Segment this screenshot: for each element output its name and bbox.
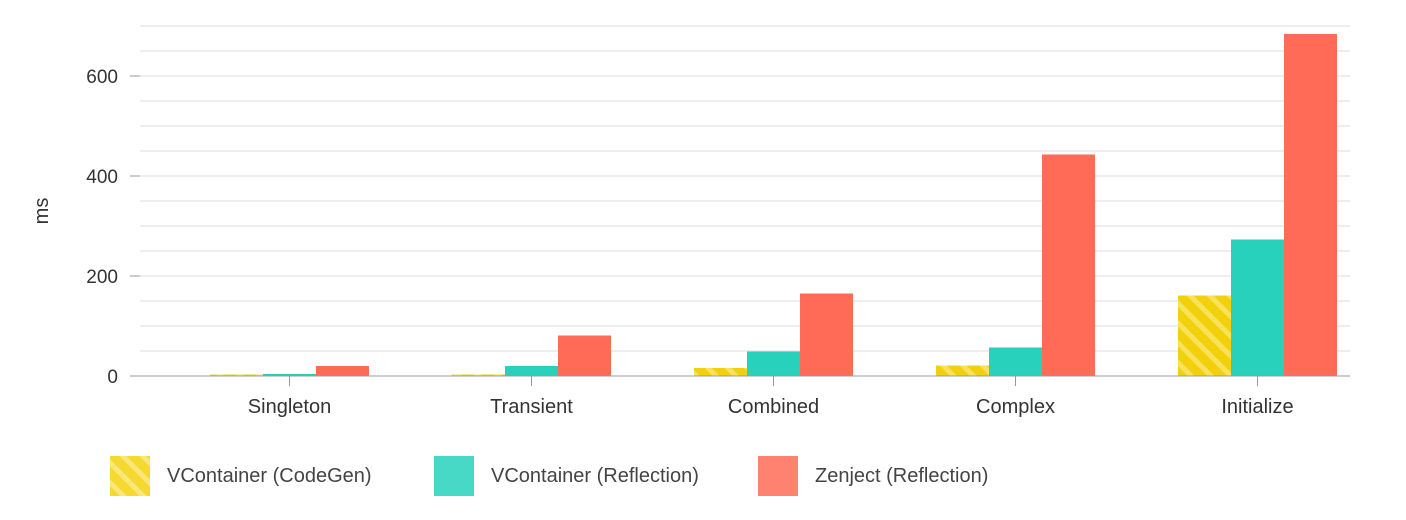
bar-transient-0 bbox=[452, 374, 505, 376]
x-tick-label: Combined bbox=[728, 396, 819, 418]
bar-combined-2 bbox=[800, 293, 853, 376]
y-axis-title: ms bbox=[31, 198, 53, 225]
bar-transient-1 bbox=[505, 366, 558, 376]
bar-complex-0 bbox=[936, 365, 989, 376]
bar-complex-2 bbox=[1042, 154, 1095, 376]
y-tick-label: 0 bbox=[107, 367, 118, 388]
y-tick-label: 600 bbox=[86, 67, 118, 88]
x-tick-label: Complex bbox=[976, 396, 1055, 418]
axes: 0 200 400 600 Singleton Transient Combined Comp… bbox=[86, 67, 1350, 418]
bar-combined-0 bbox=[694, 368, 747, 376]
bar-initialize-2 bbox=[1284, 34, 1337, 376]
legend-label: Zenject (Reflection) bbox=[815, 465, 988, 487]
legend-swatch bbox=[434, 456, 474, 496]
legend-swatch bbox=[110, 456, 150, 496]
x-tick-label: Initialize bbox=[1221, 396, 1293, 418]
bar-combined-1 bbox=[747, 351, 800, 376]
bars bbox=[210, 34, 1337, 376]
gridlines bbox=[140, 25, 1350, 352]
legend: VContainer (CodeGen) VContainer (Reflecti… bbox=[110, 456, 988, 496]
bar-complex-1 bbox=[989, 347, 1042, 376]
bar-transient-2 bbox=[558, 335, 611, 376]
bar-singleton-0 bbox=[210, 374, 263, 376]
bar-singleton-1 bbox=[263, 374, 316, 376]
bar-singleton-2 bbox=[316, 366, 369, 376]
x-tick-label: Singleton bbox=[248, 396, 331, 418]
x-tick-label: Transient bbox=[490, 396, 573, 418]
legend-label: VContainer (Reflection) bbox=[491, 465, 699, 487]
bar-initialize-1 bbox=[1231, 239, 1284, 376]
y-tick-label: 200 bbox=[86, 267, 118, 288]
legend-swatch bbox=[758, 456, 798, 496]
legend-label: VContainer (CodeGen) bbox=[167, 465, 372, 487]
bar-initialize-0 bbox=[1178, 295, 1231, 376]
y-tick-label: 400 bbox=[86, 167, 118, 188]
